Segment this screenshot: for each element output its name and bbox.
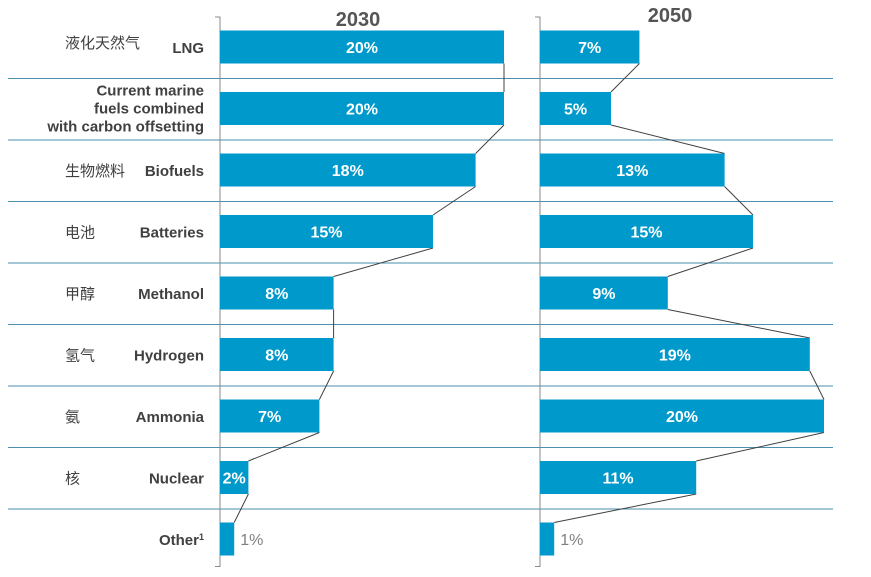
- bar-value-label: 19%: [659, 348, 691, 365]
- bar-connector: [233, 493, 249, 523]
- bar-2050: [540, 276, 668, 310]
- bar-2050: [540, 338, 810, 371]
- bar-2050: [540, 215, 753, 248]
- bar-2050: [540, 153, 725, 187]
- bar-connector: [333, 247, 434, 277]
- bar-connector: [610, 63, 640, 93]
- bar-2050: [540, 461, 697, 494]
- category-label-zh: 氨: [65, 408, 80, 426]
- category-label-zh: 液化天然气: [65, 34, 140, 52]
- bar-value-label: 15%: [310, 225, 342, 242]
- category-label-zh: 氢气: [65, 347, 95, 365]
- bar-connector: [248, 432, 320, 462]
- category-label-en: Nuclear: [149, 471, 204, 488]
- bar-connector: [809, 370, 825, 400]
- category-label-zh: 甲醇: [65, 285, 95, 303]
- bar-connector: [432, 186, 476, 216]
- bar-value-label: 9%: [592, 286, 615, 303]
- bar-connector: [724, 186, 754, 216]
- bar-connector: [610, 124, 725, 154]
- bar-value-label: 8%: [265, 286, 288, 303]
- bar-2030: [220, 338, 334, 371]
- bar-connector: [475, 124, 505, 154]
- bar-value-label: 5%: [564, 102, 587, 119]
- bar-value-label: 15%: [630, 225, 662, 242]
- category-label-zh: 核: [65, 470, 80, 488]
- category-label-zh: 电池: [65, 224, 95, 242]
- bar-2030: [220, 461, 249, 494]
- bar-2050: [540, 30, 640, 64]
- bar-2030: [220, 215, 433, 248]
- category-label-en: Biofuels: [145, 163, 204, 180]
- bar-value-label: 20%: [666, 409, 698, 426]
- bar-value-label: 20%: [346, 40, 378, 57]
- category-label-en: Other1: [159, 532, 204, 549]
- bar-2050: [540, 522, 555, 556]
- bar-2030: [220, 30, 504, 64]
- bar-value-label: 13%: [616, 163, 648, 180]
- bar-2030: [220, 276, 334, 310]
- bar-2050: [540, 399, 824, 433]
- category-label-en: Batteries: [140, 225, 204, 242]
- bar-value-label: 7%: [258, 409, 281, 426]
- bar-value-label: 2%: [223, 471, 246, 488]
- bar-value-label: 11%: [603, 471, 634, 488]
- bar-2050: [540, 92, 611, 125]
- bar-connector: [318, 370, 335, 400]
- category-label-en: Methanol: [138, 286, 204, 303]
- bar-value-label: 20%: [346, 102, 378, 119]
- bar-2030: [220, 153, 476, 187]
- bar-connector: [696, 432, 825, 462]
- bar-connector: [667, 247, 754, 277]
- category-label-en: with carbon offsetting: [46, 119, 204, 136]
- category-label-en: Hydrogen: [134, 348, 204, 365]
- bar-2030: [220, 399, 320, 433]
- category-label-en: Ammonia: [136, 409, 205, 426]
- panel-axis: [535, 16, 541, 567]
- panel-axis: [215, 16, 221, 567]
- panel-year-title: 2030: [336, 9, 381, 31]
- bar-value-label: 1%: [560, 532, 583, 549]
- bar-2030: [220, 92, 504, 125]
- panel-year-title: 2050: [648, 5, 693, 27]
- bar-2030: [220, 522, 235, 556]
- bar-value-label: 7%: [578, 40, 601, 57]
- category-label-en: fuels combined: [94, 101, 204, 118]
- category-label-zh: 生物燃料: [65, 162, 125, 180]
- category-label-en: LNG: [172, 40, 204, 57]
- bar-connector: [667, 309, 810, 339]
- category-label-en: Current marine: [96, 83, 204, 100]
- bar-value-label: 8%: [265, 348, 288, 365]
- bar-value-label: 18%: [332, 163, 364, 180]
- bar-connector: [554, 493, 697, 523]
- bar-value-label: 1%: [240, 532, 263, 549]
